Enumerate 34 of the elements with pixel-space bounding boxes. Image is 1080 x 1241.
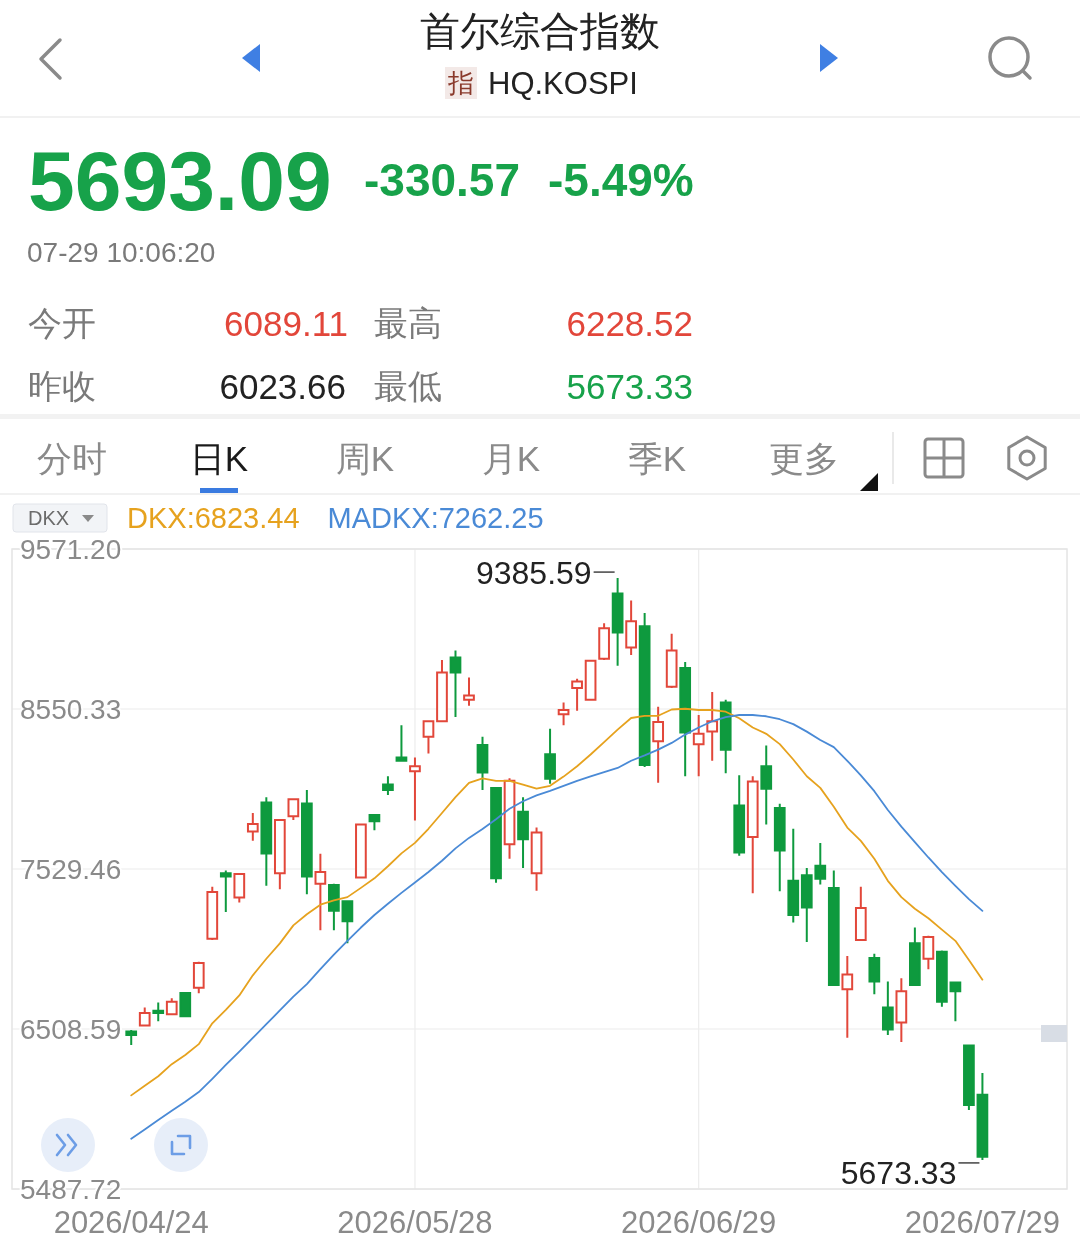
text: 日K (189, 438, 249, 478)
y-tick-label: 5487.72 (20, 1173, 122, 1205)
x-tick-label: 2026/04/24 (53, 1204, 209, 1240)
text: 6089.11 (224, 303, 348, 343)
y-tick-label: 7529.46 (20, 853, 122, 885)
text: DKX:6823.44 (127, 502, 300, 534)
text: 07-29 10:06:20 (27, 236, 216, 268)
text: 6023.66 (219, 366, 346, 406)
text: 5673.33 (566, 366, 693, 406)
text: 月K (481, 438, 541, 478)
chart-title: 首尔综合指数 (420, 9, 660, 53)
text: 最低 (374, 367, 442, 405)
text: 6228.52 (566, 303, 693, 343)
text: 昨收 (28, 367, 96, 405)
text: -330.57 (364, 154, 521, 206)
text: 5693.09 (28, 134, 332, 228)
text: 季K (627, 438, 687, 478)
x-tick-label: 2026/06/29 (621, 1204, 777, 1240)
y-tick-label: 6508.59 (20, 1013, 122, 1045)
text: 更多 (769, 438, 839, 478)
text: 周K (335, 438, 395, 478)
y-tick-label: 9571.20 (20, 533, 122, 565)
text: MADKX:7262.25 (327, 502, 544, 534)
x-tick-label: 2026/07/29 (904, 1204, 1060, 1240)
y-tick-label: 8550.33 (20, 693, 122, 725)
annotation: 5673.33 (840, 1154, 957, 1191)
text: 分时 (37, 438, 107, 478)
annotation: 9385.59 (475, 555, 592, 592)
text: 今开 (28, 304, 96, 342)
text: DKX (28, 507, 70, 529)
x-tick-label: 2026/05/28 (337, 1204, 493, 1240)
text: 最高 (374, 304, 442, 342)
text: -5.49% (548, 154, 694, 206)
chart-subtitle: HQ.KOSPI (488, 65, 638, 101)
